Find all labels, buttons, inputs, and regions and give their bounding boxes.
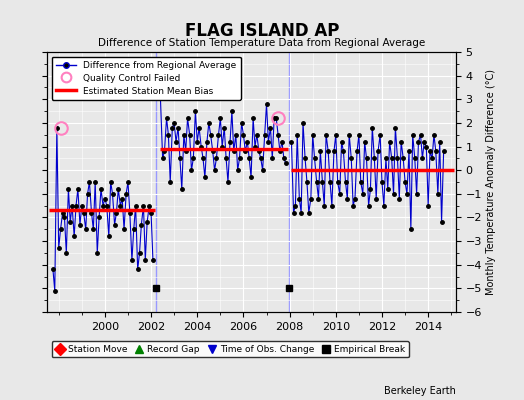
Legend: Difference from Regional Average, Quality Control Failed, Estimated Station Mean: Difference from Regional Average, Qualit… <box>52 56 241 100</box>
Legend: Station Move, Record Gap, Time of Obs. Change, Empirical Break: Station Move, Record Gap, Time of Obs. C… <box>52 341 409 358</box>
Text: FLAG ISLAND AP: FLAG ISLAND AP <box>185 22 339 40</box>
Y-axis label: Monthly Temperature Anomaly Difference (°C): Monthly Temperature Anomaly Difference (… <box>486 69 496 295</box>
Text: Difference of Station Temperature Data from Regional Average: Difference of Station Temperature Data f… <box>99 38 425 48</box>
Text: Berkeley Earth: Berkeley Earth <box>384 386 456 396</box>
